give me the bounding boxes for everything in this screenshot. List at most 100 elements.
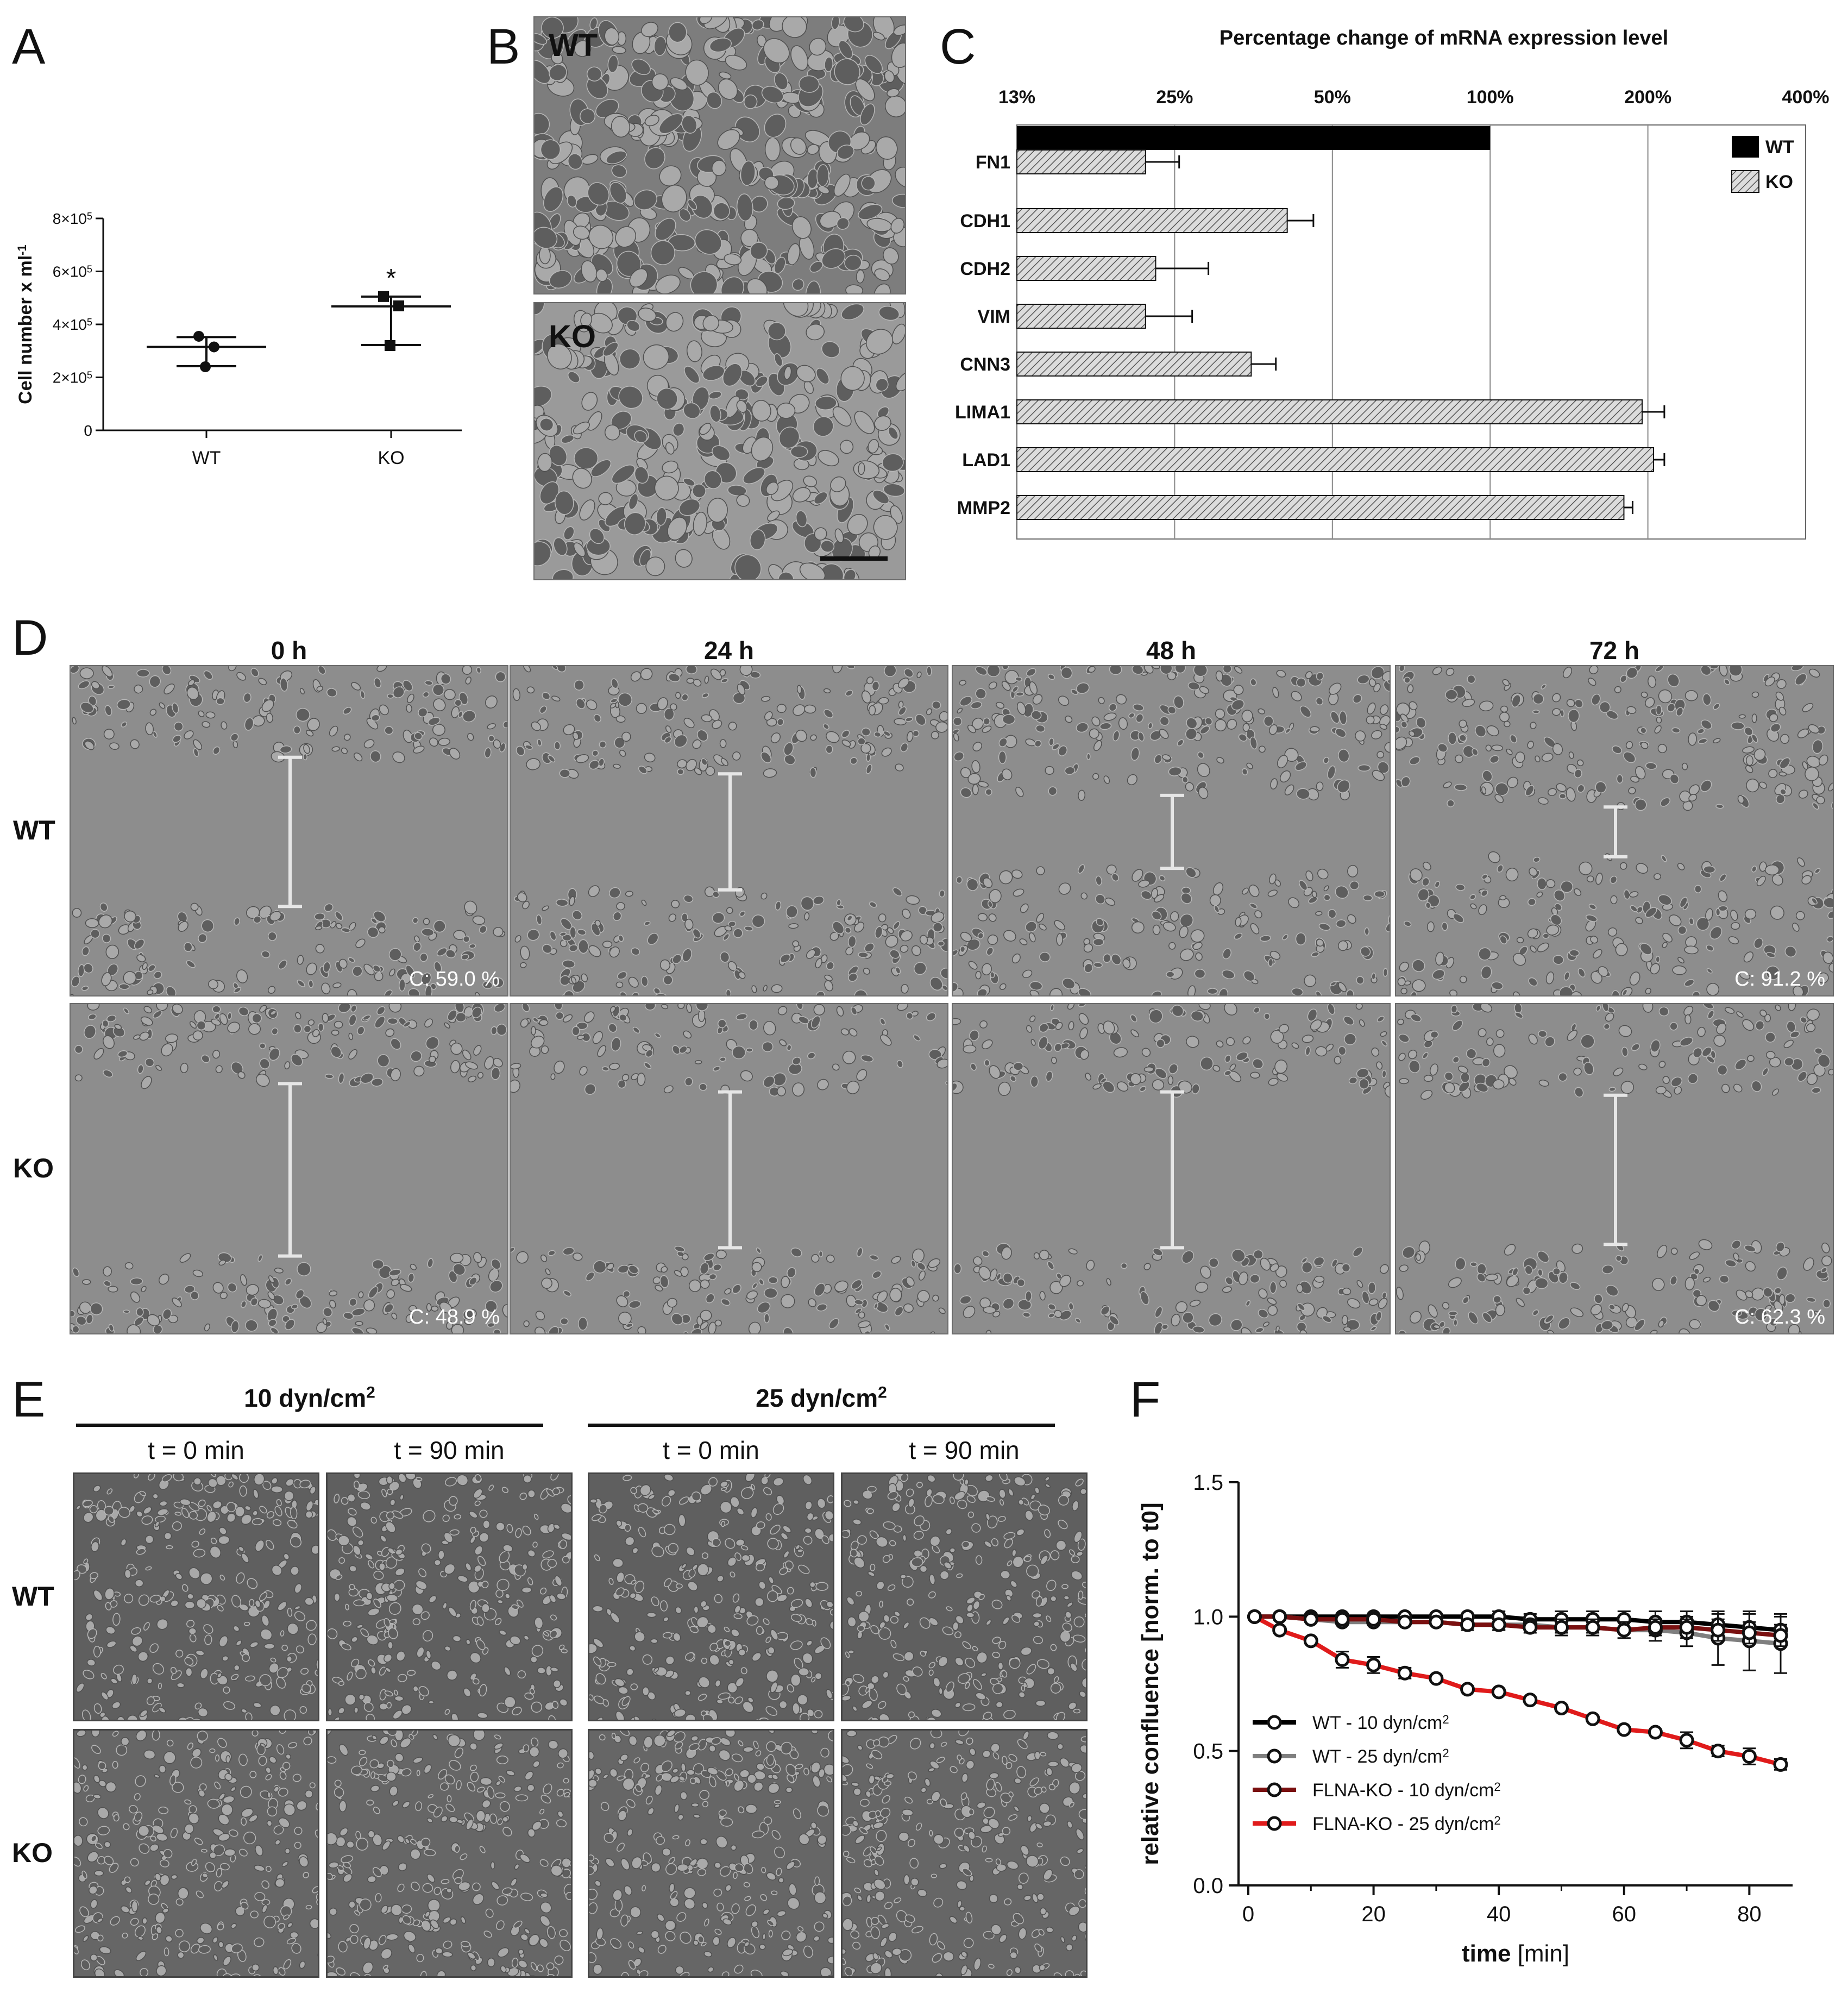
cell [992,1651,1000,1658]
cell [1455,883,1466,891]
cell [728,1659,734,1665]
cell [685,59,709,86]
y-tick-label: 2×105 [53,369,92,386]
cell [712,1538,721,1547]
cell [1470,1262,1478,1267]
cell [614,1678,625,1687]
cell [171,1874,178,1880]
cell [1701,719,1712,730]
cell [81,1870,87,1879]
cell [1754,1308,1768,1321]
cell [521,1004,530,1012]
cell [1681,762,1688,770]
cell [523,1635,530,1641]
cell [372,1259,385,1270]
cell [547,1523,555,1533]
cell [266,1511,274,1519]
cell [1308,896,1318,904]
cell [1677,925,1687,935]
cell [1241,1327,1253,1333]
cell [1820,1267,1827,1274]
cell [497,1947,510,1958]
cell [1499,895,1507,900]
cell [195,1650,205,1656]
cell [787,1587,794,1595]
cell [1143,1263,1151,1270]
cell [1197,763,1210,778]
cell [1383,680,1390,692]
cell [1132,666,1144,675]
cell [360,1628,369,1637]
cell [391,1278,400,1287]
cell [1667,703,1676,712]
cell [757,1301,771,1314]
cell [267,986,276,994]
cell [227,1282,237,1293]
cell [1224,1055,1231,1063]
cell [1742,746,1755,754]
cell [465,1562,472,1571]
cell [863,968,870,975]
cell [724,253,742,266]
cell [1425,902,1431,909]
cell [906,1012,914,1020]
cell [1371,1047,1380,1057]
cell [184,1657,194,1666]
cell [945,1681,954,1693]
cell [474,1564,482,1573]
cell [1718,890,1728,903]
cell [91,1745,101,1754]
cell [334,1020,343,1029]
cell [880,1034,892,1046]
cell [724,925,732,932]
cell [1026,1564,1039,1578]
cell [919,1565,928,1573]
cell [1459,719,1467,728]
cell [866,329,894,355]
cell [898,706,907,716]
cell [972,784,979,795]
cell [1343,1016,1354,1026]
cell [1132,869,1143,882]
cell [1558,1271,1568,1284]
cell [778,427,800,449]
cell [291,1303,298,1309]
cell [303,1737,312,1746]
cell [74,1781,82,1794]
cell [462,710,476,723]
cell [165,1935,173,1942]
cell [702,315,720,331]
cell [592,750,599,757]
cell [408,1305,417,1312]
cell [209,1851,217,1859]
cell [1111,873,1120,882]
cell [883,1614,890,1623]
cell [172,1782,184,1793]
cell [1554,889,1566,901]
cell [978,1266,991,1280]
cell [1082,1582,1086,1589]
cell [1572,1243,1583,1254]
cell [997,1516,1006,1522]
cell [1590,1304,1602,1315]
cell [519,1493,527,1500]
cell [1569,1282,1581,1290]
cell [1744,1244,1756,1252]
cell [1776,1267,1788,1280]
cell [883,483,905,497]
cell [1435,951,1444,966]
cell [230,733,239,742]
cell [692,739,702,749]
cell [928,1331,935,1333]
cell [136,954,146,962]
cell [817,1079,829,1090]
cell [450,1060,460,1074]
cell [1776,679,1787,689]
cell [1719,873,1727,882]
cell [858,204,883,220]
cell [674,1270,682,1277]
cell [795,729,807,742]
cell-texture [535,17,905,293]
cell [858,462,865,475]
cell [1255,1327,1264,1333]
